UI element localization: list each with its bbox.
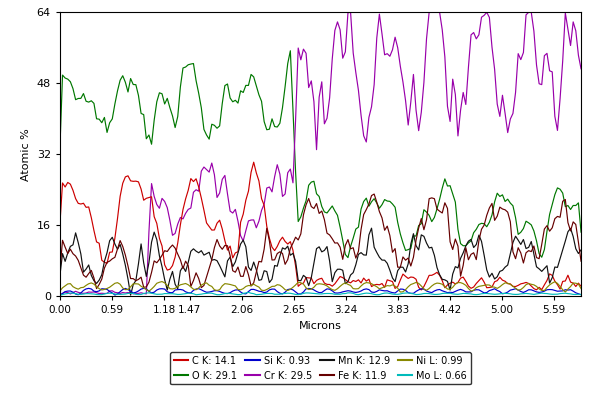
Legend: C K: 14.1, O K: 29.1, Si K: 0.93, Cr K: 29.5, Mn K: 12.9, Fe K: 11.9, Ni L: 0.99: C K: 14.1, O K: 29.1, Si K: 0.93, Cr K: … [170, 352, 471, 384]
Y-axis label: Atomic %: Atomic % [21, 128, 31, 180]
X-axis label: Microns: Microns [299, 321, 342, 330]
